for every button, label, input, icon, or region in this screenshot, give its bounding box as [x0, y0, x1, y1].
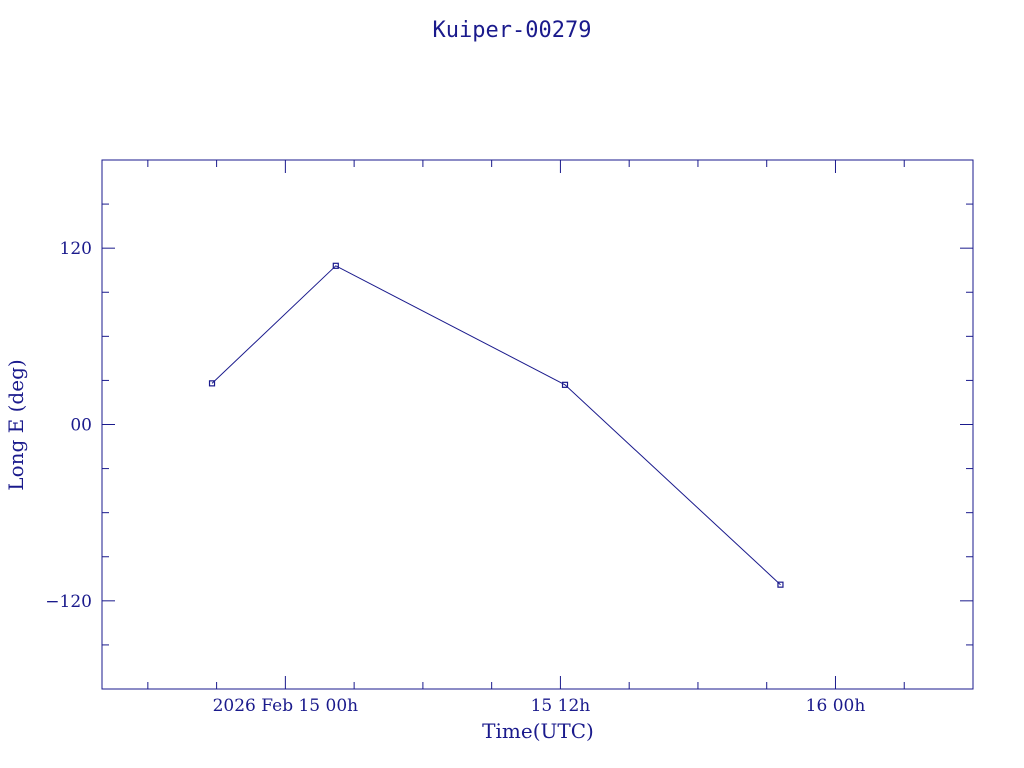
x-tick-label: 2026 Feb 15 00h [213, 696, 359, 716]
labels-layer: 2026 Feb 15 00h 15 12h 16 00h 120 00 −120 [45, 239, 865, 716]
x-tick-label: 15 12h [531, 696, 591, 716]
series-layer [208, 262, 784, 588]
x-axis-label: Time(UTC) [482, 719, 594, 743]
data-point [208, 380, 216, 387]
ticks-layer [102, 160, 974, 689]
data-point [777, 581, 784, 588]
x-tick-label: 16 00h [806, 696, 866, 716]
series-line [211, 265, 781, 586]
y-tick-label: −120 [45, 592, 92, 612]
chart-title: Kuiper-00279 [433, 18, 592, 43]
y-tick-label: 00 [70, 416, 92, 436]
y-tick-label: 120 [60, 239, 92, 259]
data-point [332, 262, 339, 269]
y-axis-label: Long E (deg) [4, 359, 28, 490]
plot-frame [101, 159, 974, 690]
data-point [561, 381, 569, 388]
